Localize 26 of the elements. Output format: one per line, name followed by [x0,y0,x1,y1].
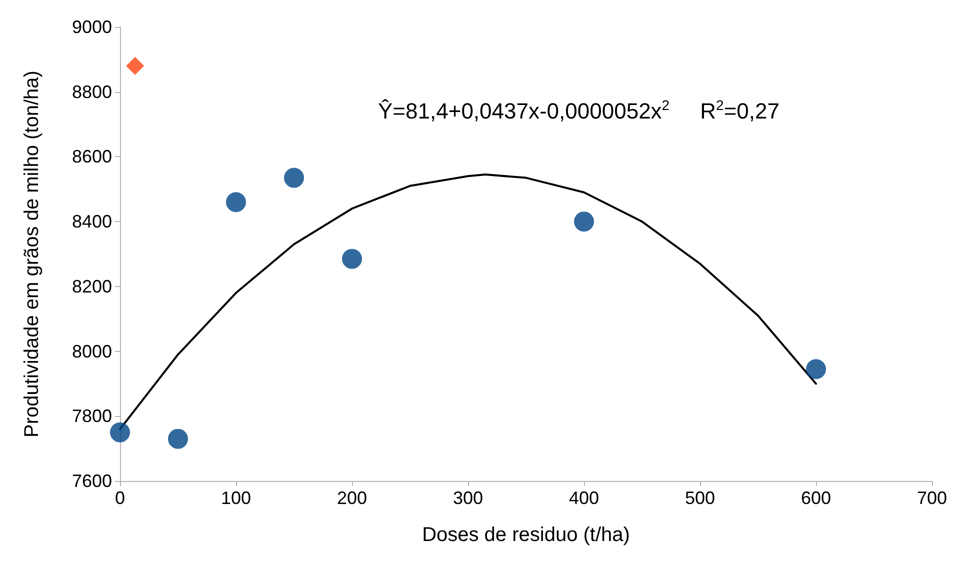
y-tick-label: 8200 [72,276,112,296]
y-tick-label: 9000 [72,17,112,37]
y-tick-label: 8400 [72,212,112,232]
x-tick-label: 100 [220,488,252,508]
y-tick-label: 8800 [72,82,112,102]
point [342,248,362,269]
point [126,56,144,75]
x-tick-label: 500 [684,488,716,508]
point [284,168,304,188]
x-tick-label: 400 [568,488,600,508]
x-axis-title: Doses de residuo (t/ha) [422,524,630,546]
x-tick-label: 0 [114,488,126,508]
point [806,359,826,380]
y-tick-label: 7600 [72,471,112,491]
y-axis-title: Produtividade em grãos de milho (ton/ha) [21,70,43,438]
x-tick-label: 700 [916,488,948,508]
point [226,192,246,212]
x-tick-label: 300 [452,488,484,508]
point [574,212,594,232]
y-tick-label: 8000 [72,341,112,362]
y-tick-label: 7800 [72,406,112,426]
point [168,428,188,449]
y-tick-label: 8600 [72,146,112,167]
x-tick-label: 200 [336,488,368,508]
x-tick-label: 600 [800,488,832,508]
point [110,422,130,442]
